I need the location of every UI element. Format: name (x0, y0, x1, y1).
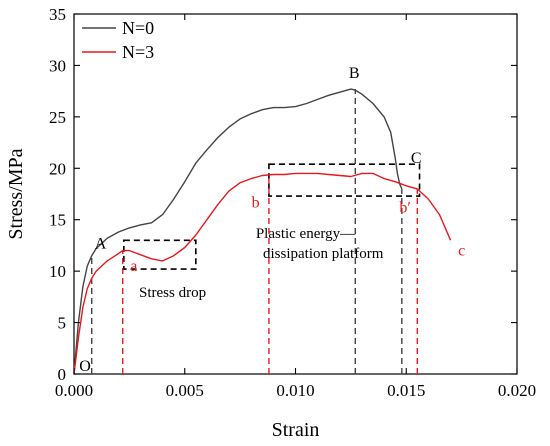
legend-label: N=3 (122, 42, 154, 62)
point-label: a (130, 258, 137, 275)
legend-label: N=0 (122, 18, 154, 38)
x-tick-label: 0.000 (55, 381, 93, 400)
point-label: c (458, 243, 465, 260)
x-tick-label: 0.010 (276, 381, 314, 400)
y-tick-label: 20 (49, 159, 66, 178)
y-tick-label: 5 (58, 314, 67, 333)
x-tick-label: 0.015 (387, 381, 425, 400)
plot-area (73, 13, 518, 375)
point-label: C (411, 150, 422, 167)
series-line-N=0 (73, 88, 403, 375)
point-label: b (252, 194, 260, 211)
y-tick-label: 0 (58, 365, 67, 384)
series-line-N=3 (73, 172, 452, 375)
x-tick-label: 0.005 (166, 381, 204, 400)
annotation-text: Stress drop (139, 285, 206, 301)
annotation-boxes (123, 163, 421, 270)
point-label: B (349, 65, 360, 82)
y-tick-label: 35 (49, 5, 66, 24)
dashed-box (268, 163, 421, 197)
point-label: A (95, 236, 107, 253)
y-tick-label: 10 (49, 262, 66, 281)
legend: N=0N=3 (82, 18, 154, 62)
y-tick-label: 15 (49, 211, 66, 230)
series-lines (73, 88, 452, 375)
annotation-text: Plastic energy— (256, 226, 356, 242)
dashed-box (123, 239, 197, 270)
axes: 0.000 0.005 0.010 0.015 0.020 0 5 10 15 20 25 30 35 (49, 5, 536, 400)
annotation-text: dissipation platform (263, 246, 384, 262)
y-tick-label: 25 (49, 108, 66, 127)
x-tick-label: 0.020 (498, 381, 536, 400)
point-label: O (79, 358, 91, 375)
y-axis-label: Stress/MPa (5, 148, 27, 239)
x-axis-label: Strain (272, 419, 320, 441)
point-label: b′ (399, 200, 411, 217)
reference-lines (91, 89, 419, 374)
annotations: O A B Ca b b′ c Stress drop Plastic energy— dissi… (79, 65, 465, 375)
y-tick-label: 30 (49, 56, 66, 75)
